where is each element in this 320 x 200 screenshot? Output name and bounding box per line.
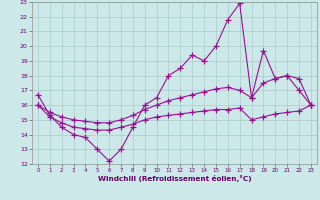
X-axis label: Windchill (Refroidissement éolien,°C): Windchill (Refroidissement éolien,°C) <box>98 175 251 182</box>
